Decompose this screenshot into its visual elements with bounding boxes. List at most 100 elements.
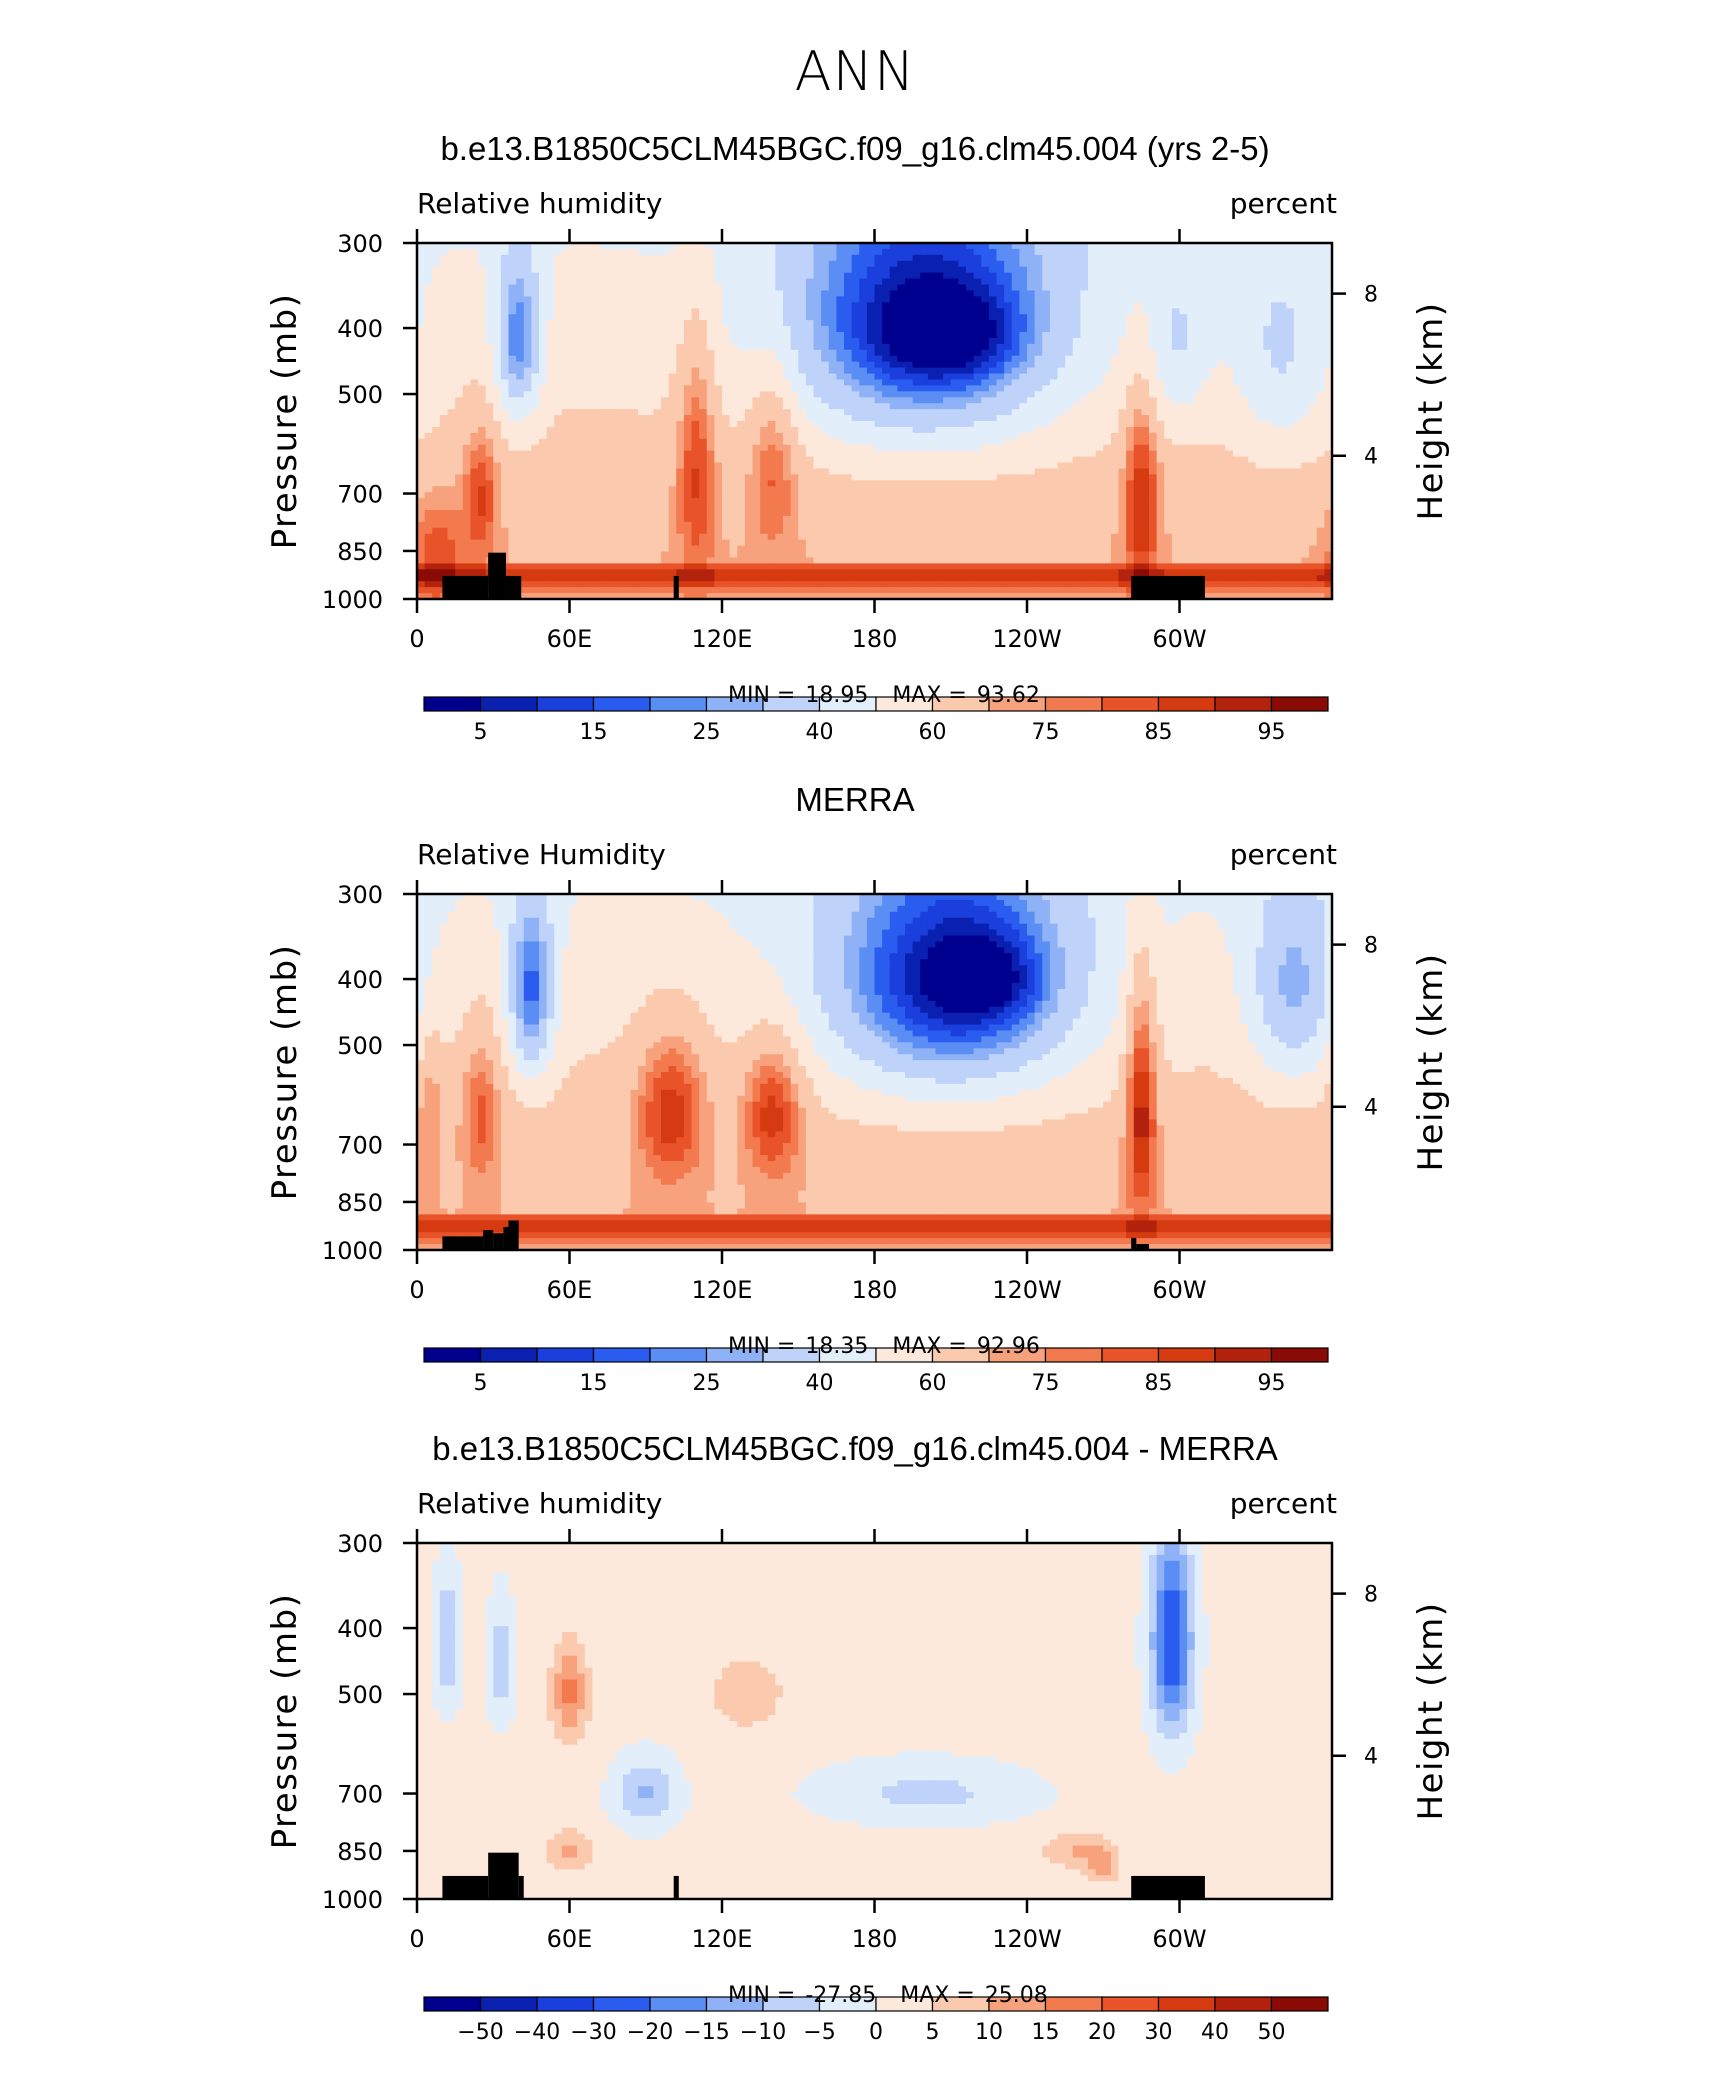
contour-cell [1034, 337, 1043, 345]
contour-cell [1271, 361, 1280, 369]
contour-cell [744, 397, 754, 404]
contour-cell [561, 349, 571, 357]
contour-cell [1027, 343, 1036, 351]
contour-cell [653, 349, 662, 357]
contour-cell [981, 361, 990, 369]
contour-cell [615, 302, 624, 309]
contour-cell [1210, 415, 1219, 422]
contour-cell [485, 337, 494, 345]
contour-cell [1278, 385, 1287, 392]
contour-cell [1095, 403, 1104, 410]
contour-cell [523, 248, 532, 256]
contour-cell [851, 426, 860, 434]
contour-cell [1179, 385, 1188, 392]
contour-cell [577, 450, 586, 458]
contour-cell [1034, 248, 1043, 256]
contour-cell [1103, 379, 1112, 386]
contour-cell [561, 361, 571, 369]
contour-cell [493, 355, 502, 363]
contour-cell [561, 468, 571, 475]
contour-cell [1088, 260, 1097, 268]
contour-cell [813, 450, 822, 458]
contour-cell [950, 302, 959, 309]
contour-cell [638, 444, 647, 452]
contour-cell [1232, 302, 1242, 309]
contour-cell [1309, 415, 1318, 422]
contour-cell [958, 248, 967, 256]
contour-cell [699, 308, 708, 315]
contour-cell [455, 432, 464, 440]
contour-cell [805, 320, 815, 327]
contour-cell [622, 272, 632, 280]
contour-cell [1179, 421, 1188, 428]
contour-cell [1263, 403, 1272, 410]
contour-cell [874, 314, 883, 321]
contour-cell [851, 314, 860, 321]
contour-cell [539, 361, 548, 369]
contour-cell [851, 409, 860, 416]
contour-cell [828, 421, 837, 428]
contour-cell [1316, 355, 1325, 363]
contour-cell [744, 361, 754, 369]
contour-cell [790, 421, 799, 428]
contour-cell [638, 320, 647, 327]
contour-cell [508, 349, 517, 357]
contour-cell [432, 320, 441, 327]
contour-cell [508, 314, 517, 321]
contour-cell [1118, 248, 1127, 256]
contour-cell [1164, 284, 1173, 292]
contour-cell [577, 432, 586, 440]
contour-cell [950, 462, 959, 470]
contour-cell [630, 326, 639, 333]
contour-cell [447, 379, 456, 386]
contour-cell [783, 474, 792, 481]
contour-cell [638, 432, 647, 440]
contour-cell [531, 337, 540, 345]
contour-cell [699, 296, 708, 303]
contour-cell [828, 332, 837, 339]
contour-cell [783, 332, 792, 339]
contour-cell [462, 278, 471, 286]
contour-cell [912, 438, 921, 446]
contour-cell [645, 314, 654, 321]
contour-cell [622, 290, 632, 297]
contour-cell [1309, 438, 1318, 446]
contour-cell [1126, 432, 1135, 440]
contour-cell [417, 278, 426, 286]
contour-cell [1309, 385, 1318, 392]
contour-cell [432, 409, 441, 416]
contour-cell [950, 444, 959, 452]
contour-cell [1103, 326, 1112, 333]
contour-cell [1232, 403, 1242, 410]
contour-cell [1187, 462, 1196, 470]
contour-cell [905, 480, 914, 487]
contour-cell [1225, 254, 1234, 262]
contour-cell [752, 367, 761, 375]
contour-cell [1179, 290, 1188, 297]
contour-cell [1309, 343, 1318, 351]
contour-cell [722, 314, 731, 321]
contour-cell [577, 415, 586, 422]
contour-cell [1286, 254, 1295, 262]
contour-cell [752, 391, 761, 398]
contour-cell [966, 450, 975, 458]
contour-cell [1316, 243, 1325, 250]
contour-cell [546, 426, 555, 434]
contour-cell [676, 450, 685, 458]
contour-cell [584, 308, 593, 315]
contour-cell [516, 415, 525, 422]
contour-cell [1065, 397, 1074, 404]
contour-cell [1278, 248, 1287, 256]
contour-cell [1271, 379, 1280, 386]
contour-cell [447, 302, 456, 309]
contour-cell [699, 272, 708, 280]
contour-cell [1309, 474, 1318, 481]
contour-cell [966, 373, 975, 381]
contour-cell [1110, 320, 1120, 327]
contour-cell [577, 314, 586, 321]
contour-cell [1110, 332, 1120, 339]
contour-cell [744, 456, 754, 464]
contour-cell [790, 409, 799, 416]
contour-cell [1095, 468, 1104, 475]
contour-cell [439, 486, 449, 493]
